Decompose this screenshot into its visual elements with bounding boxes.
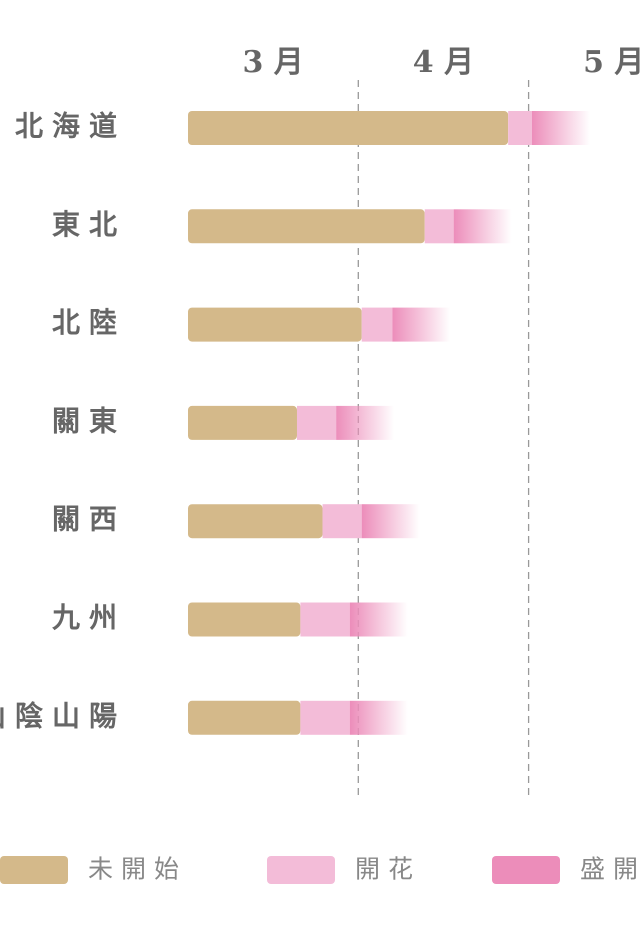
bar-segment (361, 504, 420, 539)
bar-segment (188, 405, 297, 440)
category-label: 北陸 (52, 306, 126, 339)
bar-segment (508, 111, 533, 145)
bar-segment (188, 111, 509, 145)
bar-segment (361, 307, 393, 342)
bar-segment (424, 209, 454, 244)
bar-segment (349, 602, 408, 637)
bar-segment (453, 209, 512, 244)
bar-segment (322, 504, 362, 539)
category-label: 北海道 (15, 110, 126, 143)
bar-segment (336, 405, 395, 440)
bar-segment (188, 602, 301, 637)
x-tick-label: 4 月 (413, 45, 474, 80)
bar-segment (188, 209, 425, 244)
bar-segment (349, 700, 408, 735)
category-label: 關東 (52, 404, 126, 437)
category-label: 東北 (52, 208, 126, 241)
legend-swatch (0, 856, 68, 884)
legend-label: 盛開 (580, 855, 641, 884)
bar-segment (188, 504, 323, 539)
bar-segment (300, 602, 350, 637)
bar-segment (532, 111, 590, 145)
legend-swatch (492, 856, 560, 884)
x-tick-label: 3 月 (242, 45, 303, 80)
bar-segment (300, 700, 350, 735)
category-label: 九州 (52, 601, 126, 634)
bar-segment (188, 307, 362, 342)
x-tick-label: 5 月 (583, 45, 641, 80)
legend-swatch (267, 856, 335, 884)
category-label: 關西 (52, 503, 126, 536)
legend-label: 未開始 (88, 855, 187, 884)
bar-segment (188, 700, 301, 735)
bar-segment (392, 307, 451, 342)
bar-segment (296, 405, 337, 440)
legend-label: 開花 (355, 855, 421, 884)
category-label: 山陰山陽 (0, 699, 126, 732)
